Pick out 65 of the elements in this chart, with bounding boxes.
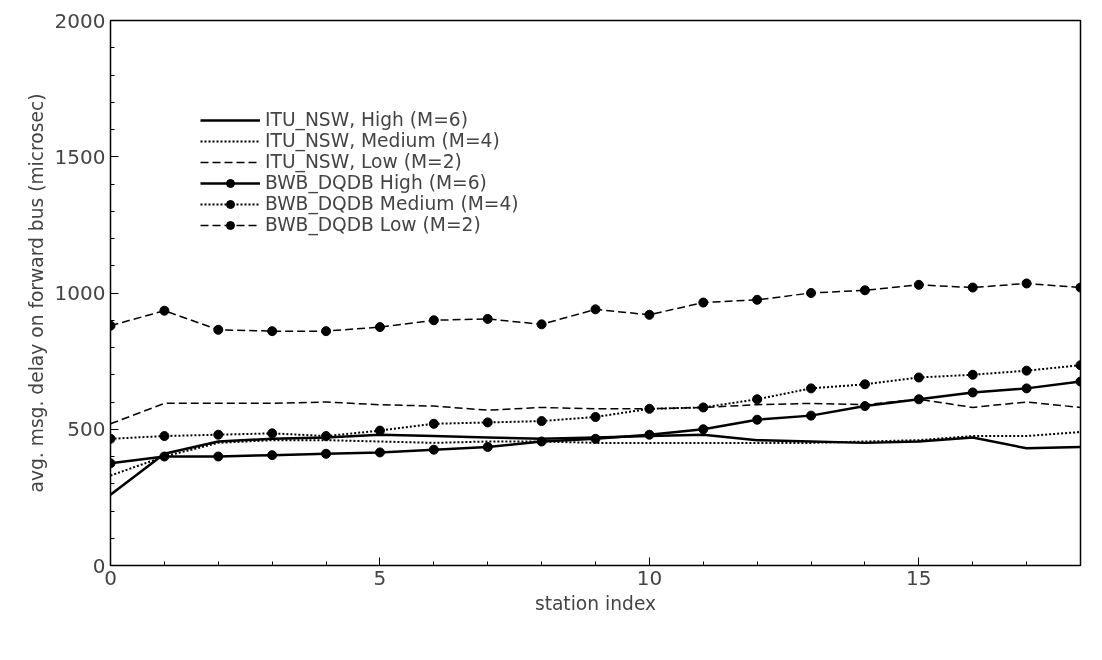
point	[590, 433, 601, 444]
point	[482, 417, 493, 428]
point	[913, 394, 924, 405]
point	[213, 324, 224, 335]
y-axis-title: avg. msg. delay on forward bus (microsec)	[25, 93, 47, 493]
y-tick-label: 500	[67, 417, 106, 442]
point	[1021, 278, 1032, 289]
point	[913, 279, 924, 290]
point	[321, 431, 332, 442]
point	[644, 403, 655, 414]
point	[967, 282, 978, 293]
point	[267, 450, 278, 461]
point	[428, 418, 439, 429]
point	[806, 410, 817, 421]
legend-label: BWB_DQDB Low (M=2)	[265, 214, 481, 235]
legend-label: ITU_NSW, Medium (M=4)	[265, 130, 500, 151]
point	[644, 429, 655, 440]
point	[752, 414, 763, 425]
point	[482, 313, 493, 324]
point	[213, 451, 224, 462]
point	[159, 451, 170, 462]
point	[267, 326, 278, 337]
point	[752, 394, 763, 405]
legend-label: BWB_DQDB Medium (M=4)	[265, 193, 519, 214]
point	[967, 387, 978, 398]
x-tick-label: 15	[906, 565, 932, 590]
point	[698, 297, 709, 308]
y-tick-label: 1000	[54, 281, 106, 305]
point	[698, 402, 709, 413]
point	[752, 294, 763, 305]
point	[590, 412, 601, 422]
point	[1021, 383, 1032, 394]
point	[428, 444, 439, 455]
point	[374, 447, 385, 458]
point	[482, 441, 493, 452]
point	[859, 285, 870, 296]
point	[213, 429, 224, 440]
point	[644, 309, 655, 320]
point	[859, 379, 870, 390]
point	[698, 424, 709, 435]
point	[159, 431, 170, 442]
point	[428, 315, 439, 326]
x-axis-title: station index	[534, 592, 657, 614]
legend-label: ITU_NSW, High (M=6)	[265, 109, 468, 130]
point	[536, 416, 547, 427]
point	[159, 305, 170, 316]
point	[590, 304, 601, 315]
point	[806, 288, 817, 298]
x-tick-label: 10	[636, 565, 663, 590]
point	[321, 326, 332, 337]
legend-label: BWB_DQDB High (M=6)	[265, 172, 487, 193]
y-tick-label: 1500	[54, 144, 106, 169]
point	[536, 319, 547, 330]
point	[1021, 365, 1032, 376]
point	[321, 448, 332, 459]
point	[859, 401, 870, 412]
point	[536, 436, 547, 447]
y-tick-label: 2000	[54, 8, 106, 33]
point	[374, 322, 385, 333]
point	[967, 369, 978, 380]
point	[267, 428, 278, 439]
x-tick-label: 5	[373, 565, 387, 590]
legend-label: ITU_NSW, Low (M=2)	[265, 151, 462, 172]
point	[913, 372, 924, 383]
point	[806, 383, 817, 394]
